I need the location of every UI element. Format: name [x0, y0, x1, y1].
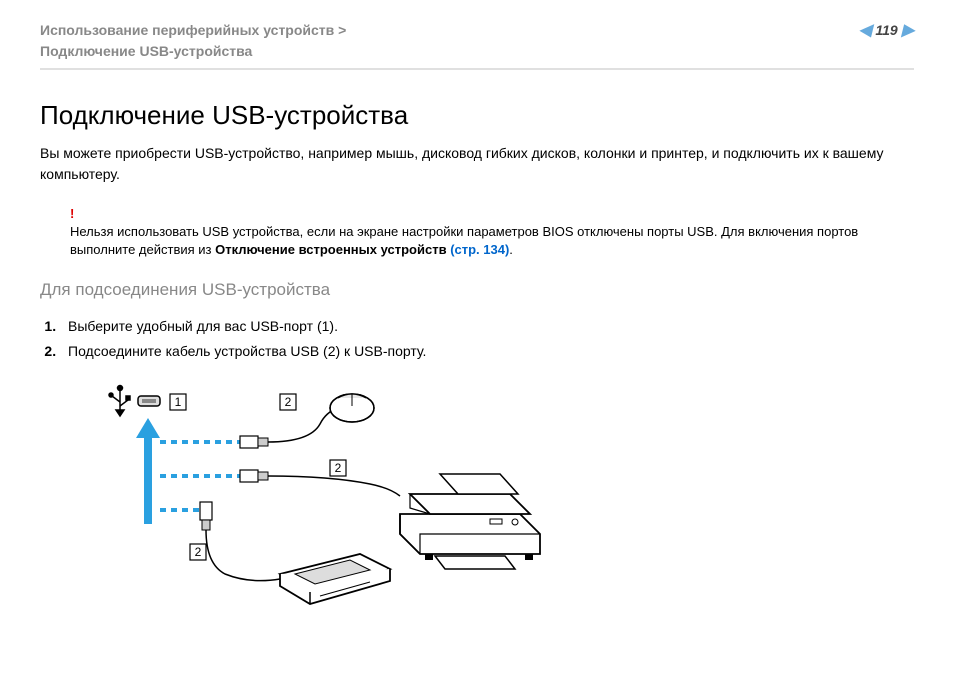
warning-block: ! Нельзя использовать USB устройства, ес…: [70, 205, 914, 260]
arrow-up-icon: [136, 418, 160, 524]
label-1: 1: [170, 394, 186, 410]
step-item: Подсоедините кабель устройства USB (2) к…: [60, 339, 914, 364]
breadcrumb: Использование периферийных устройств > П…: [40, 20, 346, 62]
cable: [206, 530, 280, 581]
usb-connector-icon: [240, 470, 268, 482]
label-2: 2: [330, 460, 346, 476]
usb-icon: [109, 385, 130, 416]
warning-icon: !: [70, 205, 914, 223]
floppy-drive-icon: [280, 554, 390, 604]
page-title: Подключение USB-устройства: [40, 100, 914, 131]
subheading: Для подсоединения USB-устройства: [40, 280, 914, 300]
label-2: 2: [190, 544, 206, 560]
nav-prev-icon[interactable]: ◀: [859, 20, 871, 40]
page-nav: ◀ 119 ▶: [859, 20, 914, 40]
label-2: 2: [280, 394, 296, 410]
step-item: Выберите удобный для вас USB-порт (1).: [60, 314, 914, 339]
cable: [268, 476, 400, 496]
page-number: 119: [875, 22, 897, 38]
warning-bold: Отключение встроенных устройств: [215, 242, 450, 257]
intro-text: Вы можете приобрести USB-устройство, нап…: [40, 143, 914, 185]
header: Использование периферийных устройств > П…: [40, 20, 914, 70]
svg-text:2: 2: [335, 461, 342, 475]
cable: [268, 408, 338, 442]
breadcrumb-line1: Использование периферийных устройств >: [40, 22, 346, 38]
usb-connector-icon: [200, 502, 212, 530]
mouse-icon: [330, 394, 374, 422]
warning-link[interactable]: (стр. 134): [450, 242, 509, 257]
svg-text:1: 1: [175, 395, 182, 409]
usb-port-icon: [138, 396, 160, 406]
svg-text:2: 2: [285, 395, 292, 409]
connection-diagram: 1 2: [80, 384, 914, 619]
breadcrumb-line2: Подключение USB-устройства: [40, 43, 252, 59]
warning-text-post: .: [509, 242, 513, 257]
usb-connector-icon: [240, 436, 268, 448]
nav-next-icon[interactable]: ▶: [902, 20, 914, 40]
printer-icon: [400, 474, 540, 569]
steps-list: Выберите удобный для вас USB-порт (1). П…: [40, 314, 914, 364]
svg-text:2: 2: [195, 545, 202, 559]
